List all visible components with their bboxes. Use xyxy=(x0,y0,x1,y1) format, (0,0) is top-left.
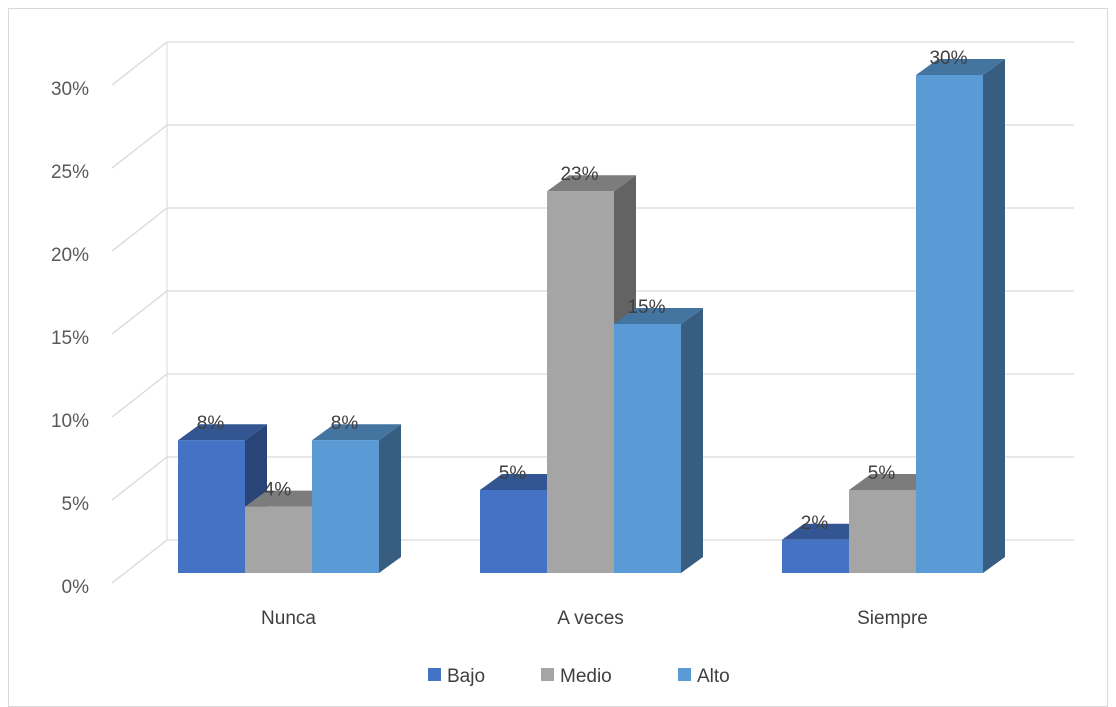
gridline-side xyxy=(111,290,168,335)
bar-side xyxy=(379,424,401,573)
bar-front xyxy=(178,440,245,573)
bar-top xyxy=(312,424,401,441)
y-tick-label: 30% xyxy=(51,79,89,100)
data-label: 2% xyxy=(801,513,829,534)
legend-swatch xyxy=(541,668,554,681)
legend-item: Bajo xyxy=(428,666,485,687)
bar-top xyxy=(916,59,1005,75)
gridline-side xyxy=(111,124,168,169)
bars xyxy=(178,59,1005,573)
bar xyxy=(916,59,1005,573)
bar-side xyxy=(681,308,703,573)
bar xyxy=(312,424,401,573)
y-tick-label: 0% xyxy=(62,577,90,598)
legend-label: Bajo xyxy=(447,666,485,687)
y-tick-label: 10% xyxy=(51,411,89,432)
gridline-side xyxy=(111,456,168,501)
data-label: 8% xyxy=(197,413,225,434)
y-tick-label: 5% xyxy=(62,494,90,515)
bar-side xyxy=(983,59,1005,573)
x-axis-categories: Nunca A veces Siempre xyxy=(261,608,928,629)
bar-front xyxy=(480,490,547,573)
data-label: 8% xyxy=(331,413,359,434)
y-axis-ticks: 0% 5% 10% 15% 20% 25% 30% xyxy=(51,79,89,598)
bar-front xyxy=(312,440,379,573)
y-tick-label: 25% xyxy=(51,162,89,183)
bar xyxy=(614,308,703,573)
bar-top xyxy=(480,474,569,490)
y-tick-label: 15% xyxy=(51,328,89,349)
bar-front xyxy=(849,490,916,573)
bar-top xyxy=(178,424,267,441)
data-labels: 8% 4% 8% 5% 23% 15% 2% 5% 30% xyxy=(197,48,968,534)
bar-front xyxy=(916,75,983,573)
gridline-side xyxy=(111,41,168,86)
bar-front xyxy=(782,539,849,573)
bar-front xyxy=(614,324,681,573)
gridline-side xyxy=(111,373,168,418)
bar-top xyxy=(849,474,938,490)
legend: Bajo Medio Alto xyxy=(428,666,730,687)
legend-item: Alto xyxy=(678,666,730,687)
data-label: 5% xyxy=(868,463,896,484)
gridline-side xyxy=(111,207,168,252)
bar-front xyxy=(245,506,312,573)
legend-swatch xyxy=(678,668,691,681)
y-tick-label: 20% xyxy=(51,245,89,266)
bar-top xyxy=(614,308,703,324)
legend-label: Medio xyxy=(560,666,612,687)
data-label: 30% xyxy=(929,48,967,69)
bar-top xyxy=(782,523,871,540)
data-label: 23% xyxy=(560,164,598,185)
legend-item: Medio xyxy=(541,666,612,687)
bar-front xyxy=(547,191,614,573)
bar-top xyxy=(245,490,334,507)
data-label: 15% xyxy=(627,297,665,318)
legend-label: Alto xyxy=(697,666,730,687)
data-label: 4% xyxy=(264,480,292,501)
bar-top xyxy=(547,175,636,192)
bar xyxy=(178,424,267,573)
legend-swatch xyxy=(428,668,441,681)
data-label: 5% xyxy=(499,463,527,484)
gridline-side xyxy=(111,539,168,584)
x-category-label: A veces xyxy=(557,608,624,629)
x-category-label: Nunca xyxy=(261,608,316,629)
x-category-label: Siempre xyxy=(857,608,928,629)
